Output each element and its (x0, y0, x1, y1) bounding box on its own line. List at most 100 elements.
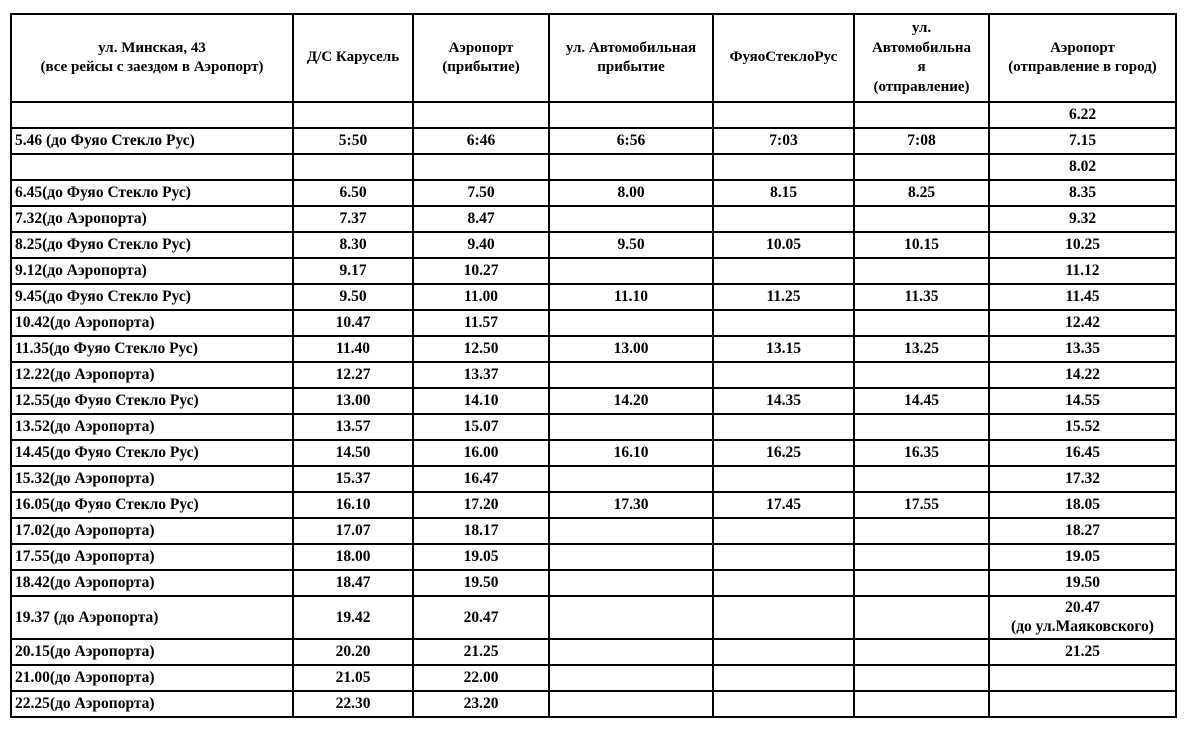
time-cell (292, 101, 414, 129)
stop-departure-cell: 6.45(до Фуяо Стекло Рус) (10, 179, 294, 207)
time-cell: 12.42 (988, 309, 1177, 337)
time-cell: 19.50 (988, 569, 1177, 597)
table-row: 6.22 (10, 101, 1177, 129)
time-cell: 10.47 (292, 309, 414, 337)
time-cell (712, 101, 855, 129)
time-cell (712, 257, 855, 285)
table-row: 22.25(до Аэропорта) 22.30 23.20 (10, 689, 1177, 718)
time-cell: 16.00 (412, 439, 550, 467)
page: ул. Минская, 43 (все рейсы с заездом в А… (10, 13, 1177, 718)
time-cell (712, 413, 855, 441)
time-cell: 18.27 (988, 517, 1177, 545)
table-row: 10.42(до Аэропорта) 10.47 11.57 12.42 (10, 309, 1177, 337)
time-cell: 5:50 (292, 127, 414, 155)
time-cell: 19.05 (988, 543, 1177, 571)
time-cell: 9.50 (548, 231, 714, 259)
time-cell: 6:46 (412, 127, 550, 155)
time-cell: 15.07 (412, 413, 550, 441)
time-cell (548, 595, 714, 640)
time-cell: 22.30 (292, 689, 414, 718)
time-cell (712, 569, 855, 597)
schedule-body: 6.22 5.46 (до Фуяо Стекло Рус) 5:50 6:46 6:5… (10, 101, 1177, 718)
stop-departure-cell: 18.42(до Аэропорта) (10, 569, 294, 597)
column-header-avtomobilnaya-arrival: ул. Автомобильная прибытие (548, 13, 714, 103)
time-cell: 13.25 (853, 335, 990, 363)
stop-departure-cell: 13.52(до Аэропорта) (10, 413, 294, 441)
header-row: ул. Минская, 43 (все рейсы с заездом в А… (10, 13, 1177, 103)
time-cell (853, 257, 990, 285)
column-header-airport-departure: Аэропорт (отправление в город) (988, 13, 1177, 103)
time-cell: 15.37 (292, 465, 414, 493)
time-cell (712, 637, 855, 666)
time-cell (548, 205, 714, 233)
time-cell: 17.20 (412, 491, 550, 519)
time-cell (712, 517, 855, 545)
stop-departure-cell (10, 101, 294, 129)
time-cell (548, 257, 714, 285)
time-cell (548, 543, 714, 571)
time-cell: 6.22 (988, 101, 1177, 129)
time-cell: 11.12 (988, 257, 1177, 285)
stop-departure-cell: 17.02(до Аэропорта) (10, 517, 294, 545)
table-row: 17.55(до Аэропорта) 18.00 19.05 19.05 (10, 543, 1177, 571)
time-cell (853, 361, 990, 389)
time-cell: 14.10 (412, 387, 550, 415)
time-cell: 16.25 (712, 439, 855, 467)
time-cell (853, 413, 990, 441)
stop-departure-cell: 11.35(до Фуяо Стекло Рус) (10, 335, 294, 363)
table-row: 8.02 (10, 153, 1177, 181)
time-cell: 10.05 (712, 231, 855, 259)
time-cell (853, 689, 990, 718)
time-cell: 11.40 (292, 335, 414, 363)
time-cell: 14.20 (548, 387, 714, 415)
time-cell (712, 663, 855, 692)
time-cell (548, 663, 714, 692)
time-cell (548, 309, 714, 337)
stop-departure-cell: 20.15(до Аэропорта) (10, 637, 294, 666)
table-row: 13.52(до Аэропорта) 13.57 15.07 15.52 (10, 413, 1177, 441)
table-row: 11.35(до Фуяо Стекло Рус) 11.40 12.50 13.00… (10, 335, 1177, 363)
time-cell (853, 517, 990, 545)
time-cell: 8.15 (712, 179, 855, 207)
time-cell: 11.35 (853, 283, 990, 311)
time-cell: 7:03 (712, 127, 855, 155)
column-header-airport-arrival: Аэропорт (прибытие) (412, 13, 550, 103)
table-row: 18.42(до Аэропорта) 18.47 19.50 19.50 (10, 569, 1177, 597)
time-cell: 7:08 (853, 127, 990, 155)
stop-departure-cell: 12.55(до Фуяо Стекло Рус) (10, 387, 294, 415)
time-cell: 19.42 (292, 595, 414, 640)
column-header-avtomobilnaya-departure: ул. Автомобильна я (отправление) (853, 13, 990, 103)
time-cell: 6.50 (292, 179, 414, 207)
table-row: 12.22(до Аэропорта) 12.27 13.37 14.22 (10, 361, 1177, 389)
time-cell: 18.05 (988, 491, 1177, 519)
stop-departure-cell: 7.32(до Аэропорта) (10, 205, 294, 233)
time-cell: 15.52 (988, 413, 1177, 441)
time-cell (292, 153, 414, 181)
stop-departure-cell: 9.12(до Аэропорта) (10, 257, 294, 285)
time-cell (853, 569, 990, 597)
time-cell (548, 689, 714, 718)
time-cell: 12.50 (412, 335, 550, 363)
time-cell (853, 465, 990, 493)
time-cell: 8.00 (548, 179, 714, 207)
table-row: 19.37 (до Аэропорта) 19.42 20.47 20.47 (до … (10, 595, 1177, 640)
column-header-minskaya: ул. Минская, 43 (все рейсы с заездом в А… (10, 13, 294, 103)
time-cell (853, 153, 990, 181)
time-cell (712, 309, 855, 337)
time-cell: 7.15 (988, 127, 1177, 155)
column-header-karusel: Д/С Карусель (292, 13, 414, 103)
table-row: 21.00(до Аэропорта) 21.05 22.00 (10, 663, 1177, 692)
time-cell (853, 637, 990, 666)
time-cell (548, 517, 714, 545)
stop-departure-cell: 5.46 (до Фуяо Стекло Рус) (10, 127, 294, 155)
time-cell: 8.47 (412, 205, 550, 233)
time-cell: 10.15 (853, 231, 990, 259)
time-cell: 17.32 (988, 465, 1177, 493)
time-cell (988, 689, 1177, 718)
stop-departure-cell: 14.45(до Фуяо Стекло Рус) (10, 439, 294, 467)
time-cell: 12.27 (292, 361, 414, 389)
time-cell: 8.35 (988, 179, 1177, 207)
time-cell: 14.55 (988, 387, 1177, 415)
time-cell: 18.00 (292, 543, 414, 571)
stop-departure-cell: 21.00(до Аэропорта) (10, 663, 294, 692)
